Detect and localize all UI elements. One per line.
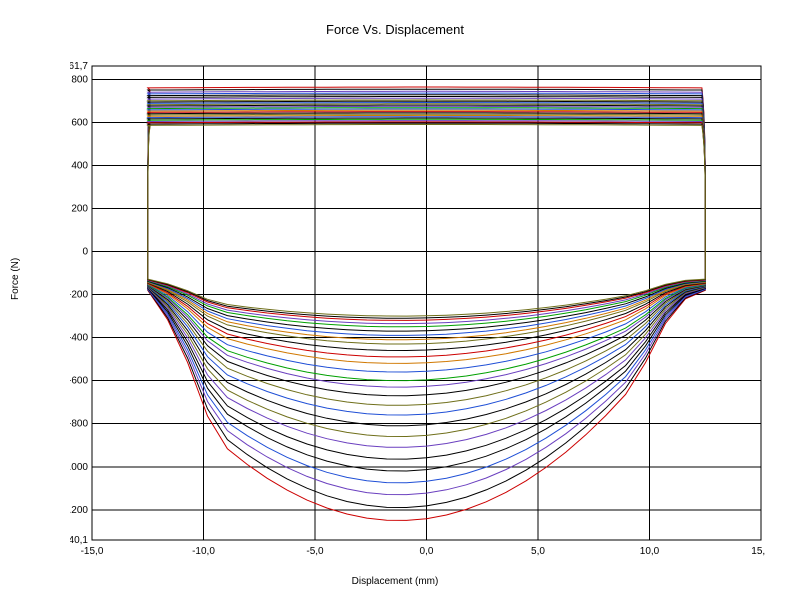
svg-text:800: 800 (71, 74, 88, 85)
y-axis-label: Force (N) (10, 258, 21, 300)
svg-text:-15,0: -15,0 (81, 546, 104, 557)
svg-text:-10,0: -10,0 (192, 546, 215, 557)
svg-text:15,0: 15,0 (751, 546, 765, 557)
svg-text:-800: -800 (70, 419, 88, 430)
x-axis-label: Displacement (mm) (0, 576, 790, 587)
svg-text:861,7: 861,7 (70, 62, 88, 72)
svg-text:-1.000: -1.000 (70, 462, 88, 473)
svg-text:-400: -400 (70, 333, 88, 344)
svg-text:10,0: 10,0 (640, 546, 660, 557)
svg-text:600: 600 (71, 117, 88, 128)
svg-text:5,0: 5,0 (531, 546, 545, 557)
plot-svg: -15,0 -10,0 -5,0 0,0 5,0 10,0 15,0 -1.200 -1.000… (70, 62, 765, 562)
svg-text:-5,0: -5,0 (306, 546, 324, 557)
plot-area: -15,0 -10,0 -5,0 0,0 5,0 10,0 15,0 -1.200 -1.000… (70, 62, 765, 562)
svg-text:0,0: 0,0 (420, 546, 434, 557)
svg-text:400: 400 (71, 160, 88, 171)
svg-text:-1.340,1: -1.340,1 (70, 535, 88, 546)
chart-title: Force Vs. Displacement (0, 22, 790, 37)
svg-text:-1.200: -1.200 (70, 505, 88, 516)
svg-text:-200: -200 (70, 290, 88, 301)
svg-text:0: 0 (82, 247, 88, 258)
svg-text:200: 200 (71, 203, 88, 214)
svg-text:-600: -600 (70, 376, 88, 387)
